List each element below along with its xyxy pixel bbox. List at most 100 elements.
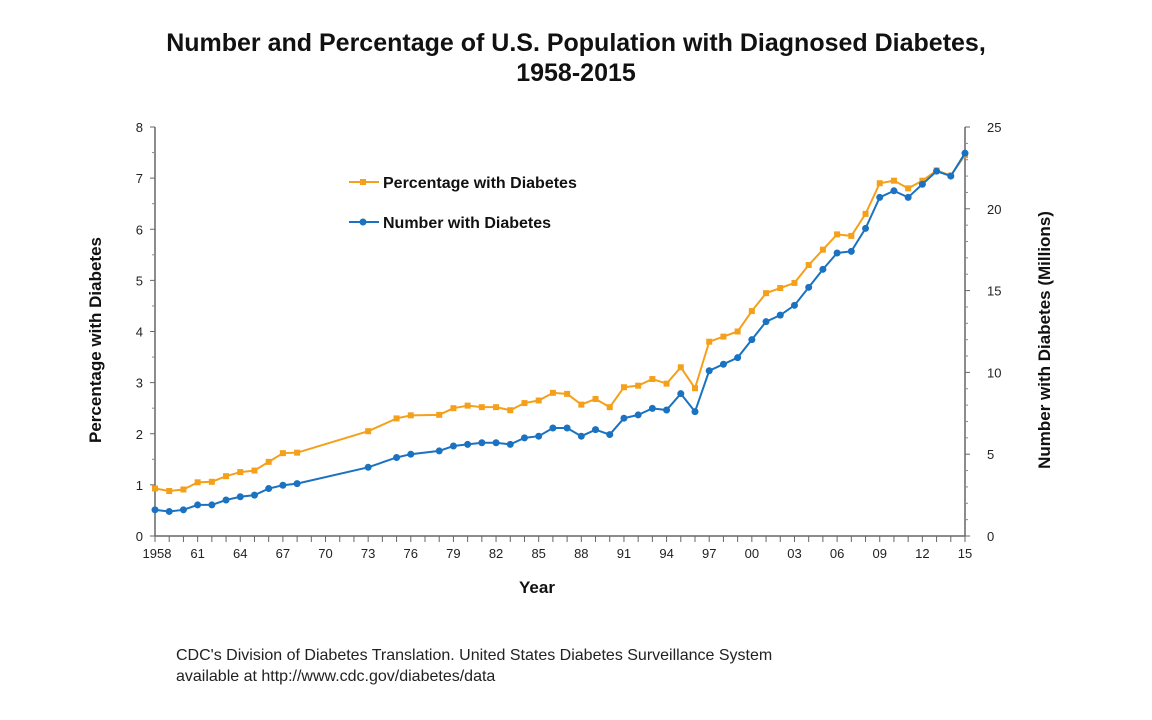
data-point-number [790,301,798,309]
data-point-number [364,463,372,471]
data-point-number [620,414,628,422]
data-point-number [904,193,912,201]
data-point-percentage [365,428,372,435]
data-point-number [819,265,827,273]
data-point-percentage [620,384,627,391]
data-point-number [179,506,187,514]
x-tick-label: 64 [233,546,247,561]
data-point-percentage [166,488,173,495]
data-point-number [734,354,742,362]
data-point-number [265,485,273,493]
y-left-tick-label: 6 [136,222,143,237]
y-right-tick-label: 15 [987,284,1001,299]
y-left-tick-label: 0 [136,529,143,544]
data-point-percentage [407,412,414,419]
data-point-number [279,481,287,489]
data-point-percentage [663,380,670,387]
data-point-number [677,390,685,398]
y-axis-right-label: Number with Diabetes (Millions) [1035,211,1054,469]
data-point-percentage [876,180,883,187]
y-left-tick-label: 1 [136,478,143,493]
y-right-tick-label: 10 [987,365,1001,380]
data-point-number [847,247,855,255]
data-point-number [520,434,528,442]
data-point-percentage [819,246,826,253]
data-point-percentage [507,407,514,414]
series-line-percentage [154,154,966,493]
x-tick-label: 85 [531,546,545,561]
data-point-number [947,172,955,180]
data-point-percentage [834,231,841,238]
x-tick-label: 88 [574,546,588,561]
data-point-number [890,187,898,195]
data-point-number [918,180,926,188]
data-point-percentage [535,397,542,404]
x-tick-label: 1958 [143,546,172,561]
data-point-number [663,406,671,414]
data-point-percentage [635,382,642,389]
data-point-percentage [493,404,500,411]
data-point-number [805,283,813,291]
data-point-percentage [478,404,485,411]
x-tick-label: 76 [404,546,418,561]
data-point-percentage [521,400,528,407]
y-right-tick-label: 5 [987,447,994,462]
data-point-number [563,424,571,432]
data-point-percentage [265,458,272,465]
data-point-number [933,167,941,175]
data-point-number [194,501,202,509]
data-point-number [719,360,727,368]
x-tick-label: 06 [830,546,844,561]
data-point-number [776,311,784,319]
x-axis-label: Year [519,578,555,597]
data-point-percentage [436,411,443,418]
data-point-percentage [919,177,926,184]
data-point-number [293,480,301,488]
legend-marker-percentage [360,179,366,185]
source-line-1: CDC's Division of Diabetes Translation. … [176,647,773,664]
data-point-percentage [564,390,571,397]
data-point-percentage [692,385,698,392]
data-point-percentage [791,279,798,286]
data-point-percentage [464,402,471,409]
source-note: CDC's Division of Diabetes Translation. … [176,645,772,687]
legend-label-number: Number with Diabetes [383,215,551,232]
data-point-percentage [237,469,244,476]
data-point-percentage [677,364,684,371]
data-point-percentage [706,338,713,345]
data-point-number [648,404,656,412]
x-tick-label: 70 [318,546,332,561]
title-line-2: 1958-2015 [516,59,636,87]
data-point-percentage [763,290,770,297]
x-tick-label: 12 [915,546,929,561]
data-point-percentage [180,486,187,493]
data-point-percentage [720,333,727,340]
data-point-number [222,496,230,504]
data-point-percentage [905,185,912,192]
data-point-percentage [606,404,613,411]
data-point-number [250,491,258,499]
data-point-number [165,507,173,515]
y-left-tick-label: 8 [136,120,143,135]
x-tick-label: 79 [446,546,460,561]
data-point-number [961,149,969,157]
data-point-percentage [848,232,855,239]
data-point-number [577,432,585,440]
data-point-number [876,193,884,201]
data-point-number [748,336,756,344]
data-point-number [606,431,614,439]
x-tick-label: 00 [745,546,759,561]
y-right-tick-label: 0 [987,529,994,544]
data-point-percentage [294,449,301,456]
title-line-1: Number and Percentage of U.S. Population… [166,29,986,57]
legend-marker-number [359,218,367,226]
data-point-percentage [592,395,599,402]
data-point-percentage [649,376,656,383]
data-point-percentage [805,262,812,269]
x-tick-label: 94 [659,546,673,561]
data-point-percentage [393,415,400,422]
x-tick-label: 73 [361,546,375,561]
source-line-2: available at http://www.cdc.gov/diabetes… [176,668,496,685]
y-left-tick-label: 5 [136,273,143,288]
data-point-number [833,249,841,257]
